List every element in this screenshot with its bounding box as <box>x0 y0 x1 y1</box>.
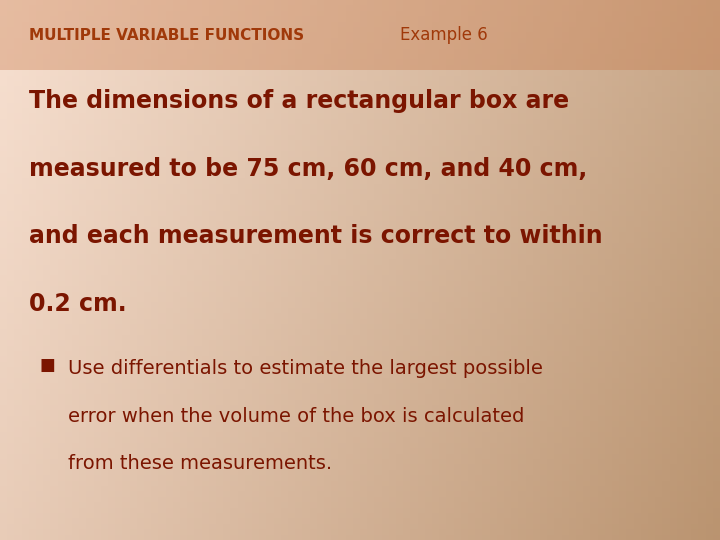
Bar <box>0 0 720 70</box>
Text: Example 6: Example 6 <box>400 26 487 44</box>
Text: error when the volume of the box is calculated: error when the volume of the box is calc… <box>68 407 525 426</box>
Text: Use differentials to estimate the largest possible: Use differentials to estimate the larges… <box>68 359 544 378</box>
Text: 0.2 cm.: 0.2 cm. <box>29 292 127 315</box>
Text: measured to be 75 cm, 60 cm, and 40 cm,: measured to be 75 cm, 60 cm, and 40 cm, <box>29 157 587 180</box>
Text: The dimensions of a rectangular box are: The dimensions of a rectangular box are <box>29 89 569 113</box>
Text: MULTIPLE VARIABLE FUNCTIONS: MULTIPLE VARIABLE FUNCTIONS <box>29 28 304 43</box>
Text: and each measurement is correct to within: and each measurement is correct to withi… <box>29 224 603 248</box>
Text: ■: ■ <box>40 356 55 374</box>
Text: from these measurements.: from these measurements. <box>68 454 333 473</box>
